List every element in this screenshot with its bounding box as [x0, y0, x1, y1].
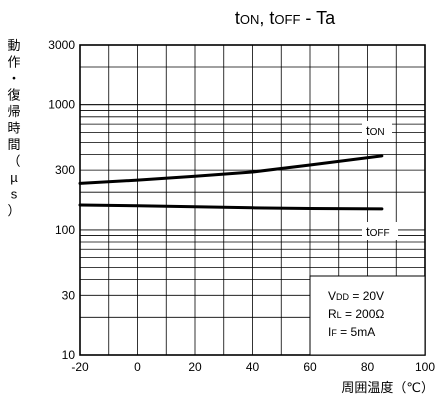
y-axis-label-char: s [11, 187, 18, 202]
x-tick-label: 40 [246, 360, 260, 374]
y-tick-label: 10 [62, 348, 76, 362]
y-axis-label-char: 復 [7, 88, 20, 103]
y-axis-label-char: 動 [7, 38, 20, 53]
y-tick-label: 1000 [48, 98, 75, 112]
chart-title: tON, tOFF - Ta [235, 8, 336, 28]
toff-label-bg [362, 222, 398, 240]
y-axis-label-char: 帰 [7, 104, 20, 119]
y-tick-label: 300 [55, 163, 75, 177]
series-line-ton [78, 154, 384, 185]
x-tick-label: 0 [134, 360, 141, 374]
y-axis-label-char: （ [7, 154, 20, 169]
y-axis-label-char: 時 [7, 121, 20, 136]
series-line-toff [78, 203, 384, 211]
y-tick-label: 100 [55, 223, 75, 237]
y-axis-label-char: ） [7, 203, 20, 218]
y-tick-labels: 3000 1000 300 100 30 10 [48, 38, 75, 362]
condition-vdd: VDD = 20V [328, 289, 384, 303]
series-group [78, 154, 384, 211]
x-tick-labels: -20 0 20 40 60 80 100 [71, 360, 435, 374]
y-tick-label: 30 [62, 288, 76, 302]
x-axis-label: 周囲温度（℃） [341, 380, 434, 395]
series-label-toff: tOFF [366, 224, 390, 239]
plot-frame [79, 44, 426, 356]
y-tick-label: 3000 [48, 38, 75, 52]
series-label-ton: tON [366, 123, 385, 138]
condition-if: IF = 5mA [328, 325, 375, 339]
condition-rl: RL = 200Ω [328, 307, 384, 321]
x-tick-label: -20 [71, 360, 89, 374]
y-axis-label-char: 間 [7, 137, 20, 152]
x-tick-label: 80 [361, 360, 375, 374]
conditions-box [309, 275, 426, 356]
x-tick-label: 100 [415, 360, 435, 374]
ton-label-bg [362, 121, 392, 139]
y-axis-label-char: 作 [7, 55, 20, 70]
y-axis-label-char: µ [10, 170, 18, 185]
y-axis-label-char: ・ [7, 71, 20, 86]
x-tick-label: 60 [303, 360, 317, 374]
x-tick-label: 20 [188, 360, 202, 374]
